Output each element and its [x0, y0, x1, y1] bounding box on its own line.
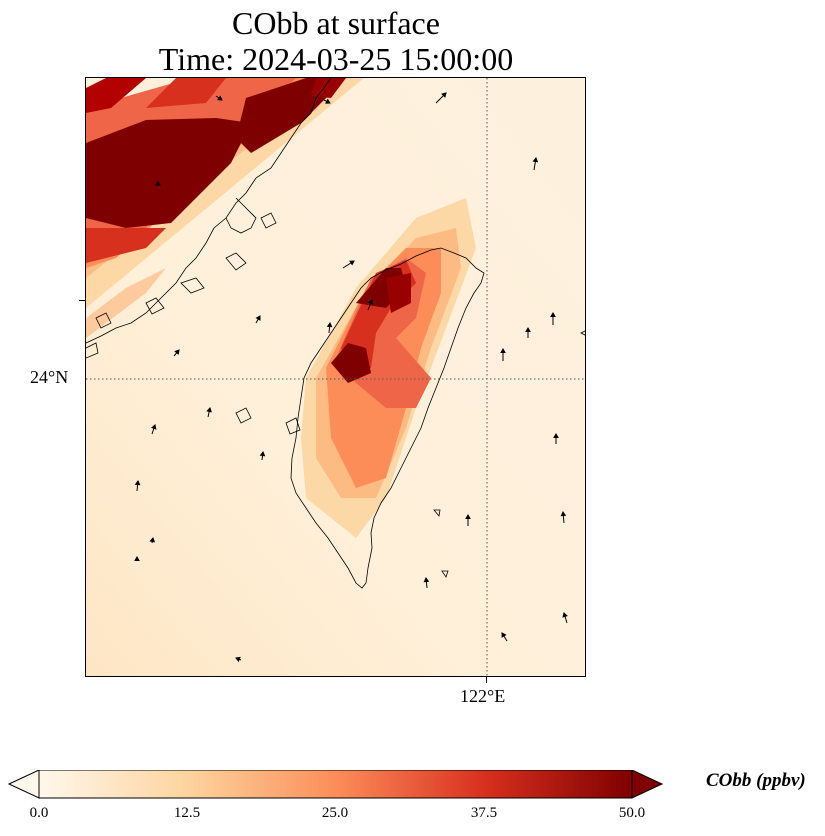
wind-arrow-head — [441, 92, 447, 98]
wind-arrow-head — [151, 424, 157, 430]
map-title: CObb at surface — [232, 5, 440, 41]
colorbar-tick-3: 37.5 — [470, 805, 498, 821]
wind-arrow-head — [174, 349, 180, 355]
wind-arrow-head — [500, 347, 506, 353]
lon-tick-mark — [486, 677, 487, 683]
plume-island — [301, 198, 476, 538]
wind-arrow-head — [155, 180, 161, 186]
wind-arrow-head — [553, 432, 559, 438]
wind-arrow-head — [255, 315, 261, 321]
wind-arrow-head — [532, 157, 539, 163]
wind-arrow-head — [259, 450, 266, 457]
wind-arrow-head — [562, 612, 568, 618]
wind-vectors — [134, 92, 568, 663]
wind-arrow-head — [134, 555, 140, 561]
wind-arrow-head — [465, 513, 471, 519]
colorbar-min-extend — [8, 770, 40, 799]
colorbar-title: CObb (ppbv) — [706, 770, 806, 791]
wind-arrow-head — [325, 98, 331, 104]
map-canvas — [86, 78, 585, 676]
colorbar — [8, 770, 664, 799]
wind-arrow-head — [206, 407, 212, 413]
colorbar-max-extend — [631, 770, 664, 799]
gridlines — [86, 78, 585, 676]
wind-arrow-head — [501, 632, 507, 638]
wind-arrow-head — [134, 479, 141, 486]
wind-arrow-head — [560, 510, 567, 517]
map-time: Time: 2024-03-25 15:00:00 — [158, 41, 514, 77]
lon-tick-label: 122°E — [460, 686, 506, 706]
colorbar-tick-0: 0.0 — [29, 805, 49, 821]
colorbar-tick-1: 12.5 — [173, 805, 201, 821]
wind-arrow-head — [525, 326, 531, 332]
wind-arrow-head — [423, 576, 430, 583]
wind-arrow-head — [349, 260, 355, 266]
wind-arrow-head — [235, 656, 241, 663]
colorbar-tick-2: 25.0 — [321, 805, 349, 821]
wind-arrow-head — [550, 311, 556, 317]
map-panel — [85, 77, 586, 677]
wind-arrow-head — [367, 299, 374, 305]
colorbar-gradient — [38, 770, 633, 799]
wind-arrow-head — [149, 537, 156, 543]
wind-arrow-head — [326, 321, 333, 328]
coastline — [86, 78, 585, 589]
lat-tick-mark — [79, 300, 85, 301]
colorbar-tick-4: 50.0 — [618, 805, 646, 821]
wind-arrow-head — [217, 95, 223, 101]
plume-mainland — [86, 78, 364, 338]
lat-tick-label: 24°N — [30, 367, 69, 387]
